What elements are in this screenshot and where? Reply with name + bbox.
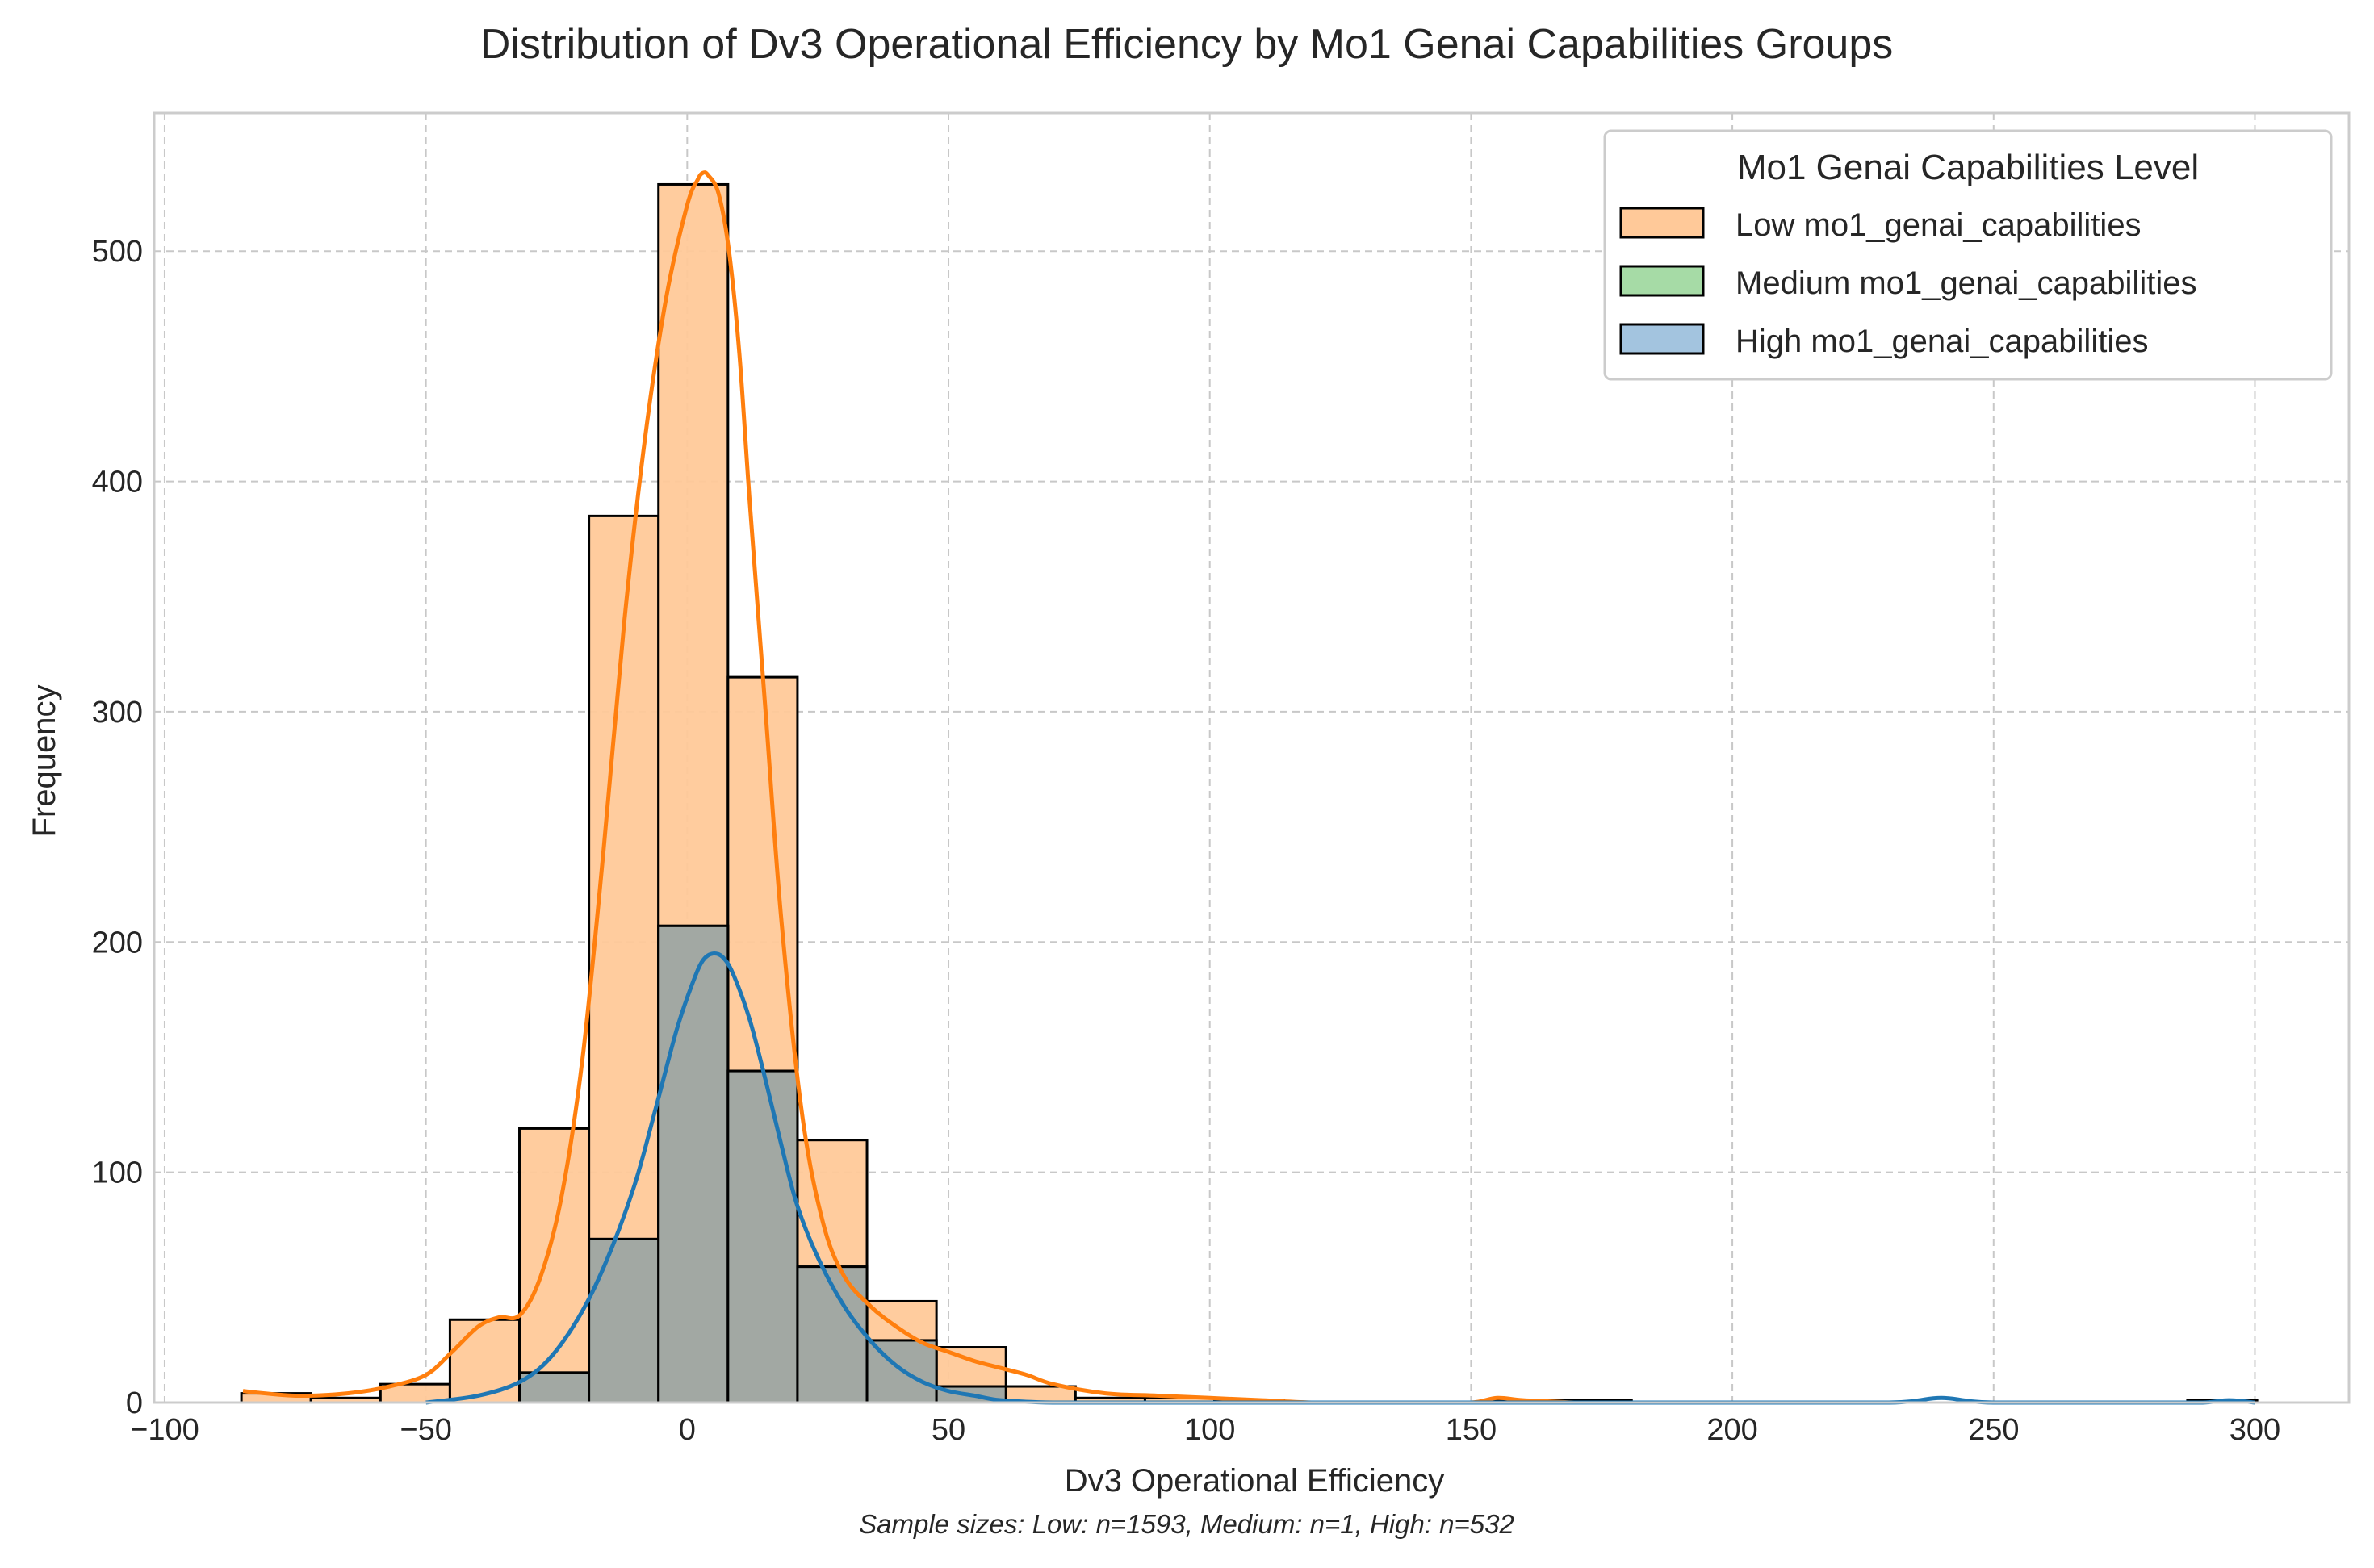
y-tick-label: 200 <box>92 926 143 960</box>
y-tick-label: 400 <box>92 466 143 500</box>
histogram-bar-overlap <box>588 1237 660 1404</box>
legend-swatch-high <box>1619 323 1705 355</box>
x-tick-label: 100 <box>1184 1413 1235 1447</box>
x-tick-labels: −100 −50 0 50 100 150 200 250 300 <box>130 1413 2280 1447</box>
legend-label-high: High mo1_genai_capabilities <box>1735 324 2148 359</box>
legend-swatch-medium <box>1619 265 1705 297</box>
x-tick-label: 250 <box>1968 1413 2019 1447</box>
histogram-bar <box>518 1127 591 1404</box>
legend-swatch-low <box>1619 207 1705 239</box>
chart-title: Distribution of Dv3 Operational Efficien… <box>480 21 1894 68</box>
x-tick-label: −50 <box>400 1413 451 1447</box>
y-tick-labels: 0 100 200 300 400 500 <box>92 235 143 1420</box>
y-axis-label: Frequency <box>27 685 62 838</box>
y-tick-label: 100 <box>92 1156 143 1190</box>
legend-title: Mo1 Genai Capabilities Level <box>1737 148 2199 187</box>
x-tick-label: 200 <box>1706 1413 1757 1447</box>
x-tick-label: −100 <box>130 1413 199 1447</box>
legend-label-low: Low mo1_genai_capabilities <box>1735 207 2142 243</box>
x-tick-label: 150 <box>1446 1413 1497 1447</box>
x-axis-label: Dv3 Operational Efficiency <box>1065 1463 1445 1499</box>
y-tick-label: 500 <box>92 235 143 269</box>
histogram-bar-overlap <box>657 924 730 1404</box>
histogram-bar-overlap <box>726 1069 799 1404</box>
legend-box <box>1603 129 2333 381</box>
legend: Mo1 Genai Capabilities Level Low mo1_gen… <box>1603 129 2333 381</box>
x-tick-label: 300 <box>2230 1413 2280 1447</box>
legend-label-medium: Medium mo1_genai_capabilities <box>1735 266 2196 301</box>
kde-curve <box>242 170 1576 1405</box>
histogram-bar <box>448 1318 521 1404</box>
histogram-bar-overlap <box>518 1371 591 1404</box>
x-tick-label: 50 <box>932 1413 965 1447</box>
y-tick-label: 0 <box>126 1386 143 1420</box>
sample-size-footnote: Sample sizes: Low: n=1593, Medium: n=1, … <box>859 1509 1514 1539</box>
y-tick-label: 300 <box>92 696 143 730</box>
x-tick-label: 0 <box>679 1413 696 1447</box>
plot-frame <box>153 111 2351 1404</box>
